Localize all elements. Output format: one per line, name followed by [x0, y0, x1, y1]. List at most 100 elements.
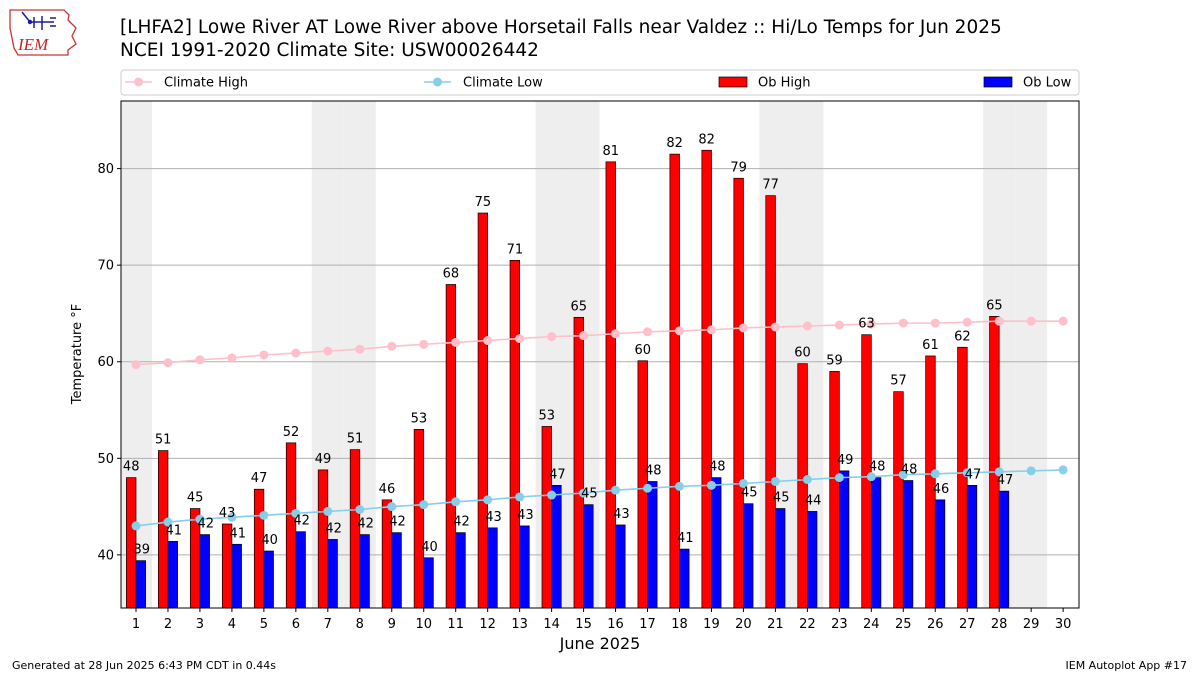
ob-low-bar — [679, 548, 690, 609]
ob-low-label: 44 — [805, 493, 822, 508]
ob-low-bar — [519, 525, 530, 609]
x-tick-label: 12 — [479, 617, 496, 632]
climate-high-point — [195, 355, 205, 365]
y-tick-label: 50 — [97, 452, 114, 467]
climate-low-point — [643, 483, 653, 493]
ob-high-label: 79 — [730, 160, 747, 175]
ob-high-bar — [253, 488, 265, 609]
ob-high-bar — [765, 195, 776, 609]
ob-low-bar — [775, 508, 786, 609]
legend-climate-high-label: Climate High — [164, 76, 248, 91]
ob-low-bar — [743, 503, 754, 609]
x-tick-label: 9 — [388, 617, 396, 632]
ob-high-label: 51 — [155, 433, 172, 448]
x-tick-label: 2 — [164, 617, 172, 632]
legend-ob-low-label: Ob Low — [1023, 76, 1072, 91]
ob-low-label: 47 — [549, 467, 566, 482]
ob-high-bar — [413, 428, 425, 609]
legend-ob-low-swatch — [983, 76, 1013, 88]
ob-low-label: 47 — [997, 473, 1014, 488]
x-tick-label: 11 — [447, 617, 464, 632]
x-tick-label: 21 — [767, 617, 784, 632]
legend-climate-high-marker — [134, 77, 143, 87]
ob-low-bar — [423, 557, 434, 609]
ob-low-bar — [934, 499, 946, 609]
climate-high-point — [291, 348, 301, 358]
climate-high-point — [898, 318, 908, 328]
legend-ob-high-label: Ob High — [758, 76, 811, 91]
ob-high-label: 43 — [219, 506, 236, 521]
ob-low-label: 42 — [453, 515, 470, 530]
x-tick-label: 1 — [132, 617, 140, 632]
climate-high-point — [355, 344, 365, 354]
ob-high-bar — [605, 161, 616, 609]
ob-high-bar — [829, 371, 840, 609]
ob-low-label: 46 — [933, 482, 950, 497]
climate-high-point — [579, 331, 589, 341]
climate-high-point — [483, 335, 493, 345]
climate-high-point — [451, 337, 461, 347]
climate-high-point — [547, 332, 557, 342]
ob-low-label: 40 — [261, 533, 278, 548]
ob-high-label: 62 — [954, 329, 971, 344]
ob-low-bar — [359, 534, 370, 609]
ob-low-bar — [455, 532, 466, 609]
chart-subtitle: NCEI 1991-2020 Climate Site: USW00026442 — [120, 40, 539, 61]
climate-low-point — [1026, 466, 1036, 476]
ob-high-label: 57 — [890, 374, 907, 389]
climate-low-point — [163, 517, 173, 527]
ob-low-label: 41 — [677, 531, 694, 546]
climate-low-point — [834, 473, 844, 483]
climate-low-point — [483, 495, 493, 505]
ob-low-bar — [902, 480, 914, 609]
ob-high-label: 45 — [187, 491, 204, 506]
climate-high-point — [323, 346, 333, 356]
climate-low-point — [579, 488, 589, 498]
ob-low-label: 43 — [613, 507, 630, 522]
x-tick-label: 23 — [831, 617, 848, 632]
ob-high-label: 49 — [315, 452, 332, 467]
y-tick-label: 80 — [97, 162, 114, 177]
climate-high-point — [227, 353, 237, 363]
ob-high-bar — [541, 426, 552, 609]
climate-high-point — [419, 339, 429, 349]
ob-low-bar — [838, 470, 850, 609]
ob-high-label: 61 — [922, 338, 939, 353]
climate-low-point — [195, 514, 205, 524]
x-tick-label: 20 — [735, 617, 752, 632]
ob-low-bar — [327, 539, 338, 609]
climate-low-point — [930, 469, 940, 479]
x-tick-label: 5 — [260, 617, 268, 632]
ob-low-label: 48 — [645, 463, 662, 478]
climate-high-point — [770, 322, 780, 332]
climate-low-point — [323, 506, 333, 516]
ob-high-bar — [701, 149, 712, 609]
ob-low-bar — [487, 527, 498, 609]
climate-high-point — [643, 327, 653, 337]
climate-low-point — [994, 467, 1004, 477]
legend-climate-low-marker — [433, 77, 442, 87]
ob-high-label: 53 — [411, 411, 428, 426]
ob-low-label: 49 — [837, 453, 854, 468]
climate-high-point — [674, 326, 684, 336]
x-tick-label: 26 — [927, 617, 944, 632]
iem-logo: IEM — [9, 9, 77, 56]
x-tick-label: 3 — [196, 617, 204, 632]
climate-low-point — [355, 504, 365, 514]
climate-high-point — [802, 321, 812, 331]
climate-low-point — [451, 497, 461, 507]
ob-low-label: 43 — [485, 510, 502, 525]
ob-high-label: 51 — [347, 432, 364, 447]
ob-low-label: 42 — [293, 514, 310, 529]
x-tick-label: 30 — [1055, 617, 1072, 632]
legend-climate-low-label: Climate Low — [463, 76, 543, 91]
climate-low-point — [962, 468, 972, 478]
climate-high-point — [515, 334, 525, 344]
x-tick-label: 16 — [607, 617, 624, 632]
x-tick-label: 6 — [292, 617, 300, 632]
ob-high-bar — [989, 316, 1000, 609]
ob-low-bar — [167, 541, 178, 609]
ob-low-label: 45 — [741, 486, 758, 501]
climate-low-point — [738, 478, 748, 488]
